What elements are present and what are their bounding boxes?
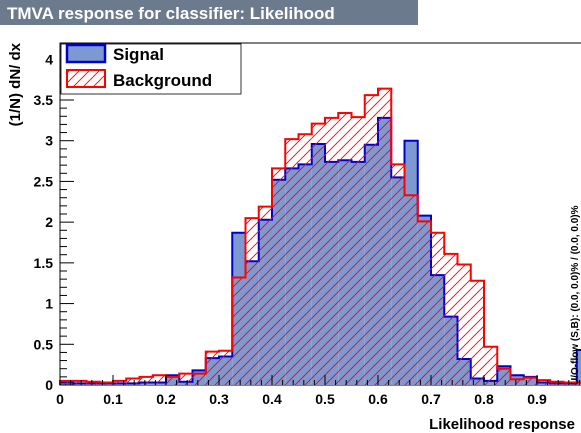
x-axis-label: Likelihood response — [429, 416, 575, 433]
background-bin — [193, 374, 206, 385]
background-bin — [179, 374, 192, 385]
background-bin — [524, 378, 537, 385]
background-bin — [418, 221, 431, 385]
background-bin — [232, 278, 245, 385]
background-bin — [444, 254, 457, 385]
y-tick-label: 4 — [45, 51, 53, 67]
legend-background-label: Background — [113, 71, 212, 90]
x-tick-label: 0.8 — [474, 391, 494, 407]
background-bin — [312, 124, 325, 385]
y-tick-label: 1 — [45, 296, 53, 312]
y-tick-label: 0 — [45, 377, 53, 393]
y-tick-label: 3 — [45, 133, 53, 149]
background-bin — [471, 281, 484, 385]
x-tick-label: 0.1 — [103, 391, 123, 407]
background-bin — [140, 377, 153, 385]
x-tick-label: 0.5 — [315, 391, 335, 407]
chart-title: TMVA response for classifier: Likelihood — [7, 4, 335, 23]
background-bin — [166, 377, 179, 385]
background-bin — [431, 233, 444, 385]
background-bin — [206, 352, 219, 385]
background-bin — [458, 264, 471, 385]
background-bin — [497, 369, 510, 385]
background-series — [60, 89, 581, 385]
y-tick-label: 0.5 — [34, 336, 54, 352]
background-bin — [299, 134, 312, 385]
x-tick-label: 0.3 — [209, 391, 229, 407]
background-bin — [338, 113, 351, 385]
y-tick-label: 3.5 — [34, 92, 54, 108]
legend-signal-swatch — [67, 45, 105, 62]
y-tick-label: 2 — [45, 214, 53, 230]
x-tick-label: 0.9 — [527, 391, 547, 407]
background-bin — [391, 164, 404, 385]
x-tick-label: 0.2 — [156, 391, 176, 407]
legend: Signal Background — [61, 44, 241, 94]
x-tick-label: 0.7 — [421, 391, 441, 407]
y-tick-label: 1.5 — [34, 255, 54, 271]
background-bin — [405, 195, 418, 385]
background-bin — [285, 139, 298, 385]
background-bin — [365, 95, 378, 385]
background-bin — [219, 351, 232, 385]
background-bin — [352, 117, 365, 385]
x-tick-label: 0.4 — [262, 391, 282, 407]
x-tick-label: 0.6 — [368, 391, 388, 407]
background-bin — [272, 168, 285, 385]
legend-background-swatch — [67, 70, 105, 87]
legend-signal-label: Signal — [113, 45, 164, 64]
y-tick-label: 2.5 — [34, 173, 54, 189]
background-bin — [246, 218, 259, 385]
background-bin — [153, 375, 166, 385]
y-axis-label: (1/N) dN/ dx — [7, 42, 24, 126]
background-bin — [325, 118, 338, 385]
x-tick-label: 0 — [56, 391, 64, 407]
background-bin — [259, 207, 272, 385]
overflow-note: U/O-flow (S,B): (0.0, 0.0)% / (0.0, 0.0)… — [570, 205, 581, 385]
background-bin — [378, 89, 391, 385]
background-bin — [484, 347, 497, 385]
